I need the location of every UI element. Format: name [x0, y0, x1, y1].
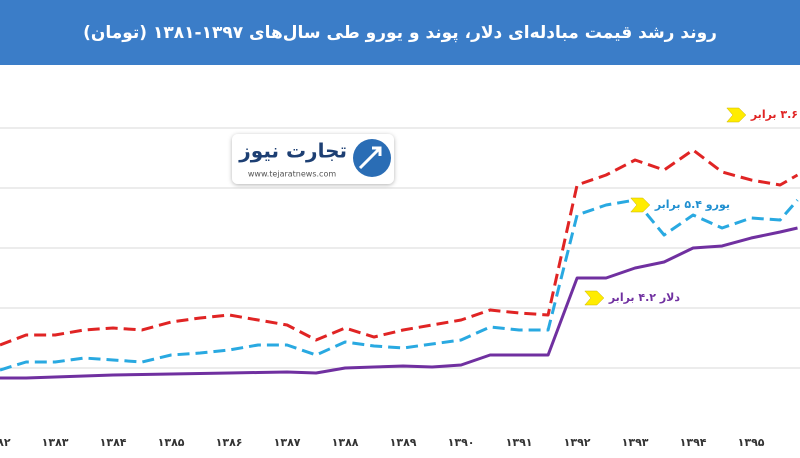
series-line: [0, 148, 799, 347]
header-bar: [0, 0, 800, 65]
x-tick-label: ۱۳۸۲: [0, 436, 11, 449]
x-tick-label: ۱۳۹۱: [506, 436, 533, 449]
plot-area: [0, 127, 800, 380]
x-tick-label: ۱۳۹۳: [622, 436, 649, 449]
x-tick-label: ۱۳۹۴: [680, 436, 707, 449]
annotation: ۳.۶ برابر: [750, 108, 798, 121]
x-tick-label: ۱۳۹۲: [564, 436, 591, 449]
annotation-arrow: [726, 107, 747, 123]
annotation-arrow: [630, 197, 651, 213]
x-tick-label: ۱۳۸۴: [100, 436, 127, 449]
series-line: [0, 226, 798, 380]
annotation: دلار ۴.۲ برابر: [608, 291, 681, 304]
x-tick-label: ۱۳۸۵: [158, 436, 185, 449]
x-tick-label: ۱۳۸۷: [274, 436, 301, 449]
annotation-arrow: [584, 290, 605, 306]
x-tick-label: ۱۳۸۸: [332, 436, 359, 449]
annotation: یورو ۵.۴ برابر: [654, 198, 730, 211]
x-tick-label: ۱۳۹۰: [448, 436, 475, 449]
series-line: [0, 198, 799, 372]
x-tick-label: ۱۳۸۶: [216, 436, 243, 449]
chart-title: روند رشد قیمت مبادله‌ای دلار، پوند و یور…: [83, 23, 717, 43]
logo-name: تجارت نیوز: [238, 139, 347, 163]
x-tick-label: ۱۳۹۵: [738, 436, 765, 449]
logo-arrow: [358, 146, 382, 170]
x-tick-label: ۱۳۸۹: [390, 436, 417, 449]
logo: تجارت نیوز www.tejaratnews.com: [232, 134, 394, 184]
x-tick-label: ۱۳۸۳: [42, 436, 69, 449]
logo-url: www.tejaratnews.com: [248, 170, 336, 179]
logo-box: [232, 134, 394, 184]
